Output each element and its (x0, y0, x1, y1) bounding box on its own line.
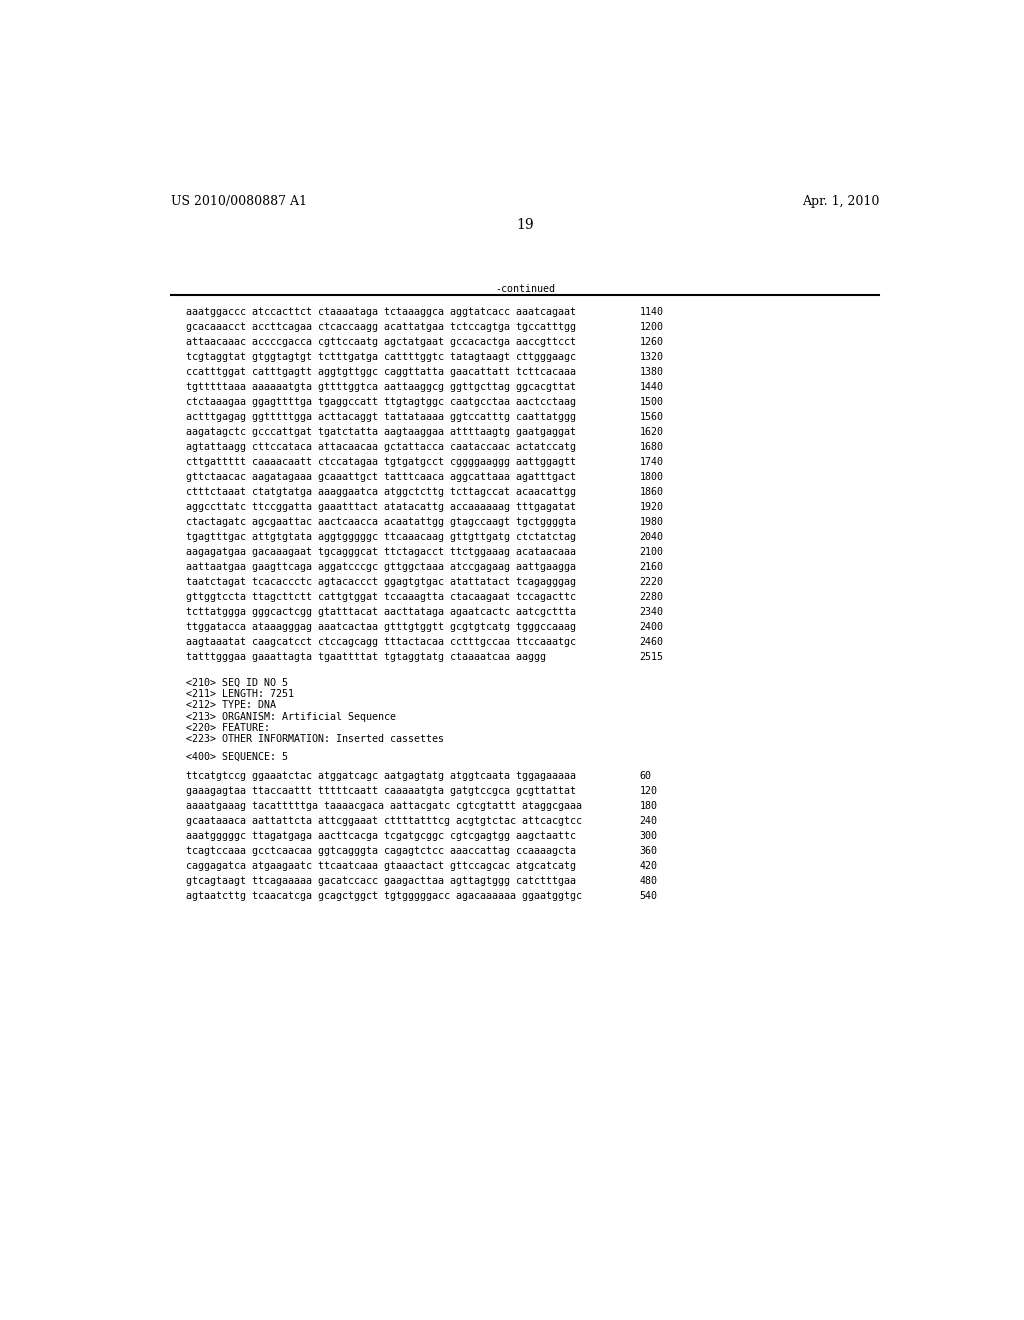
Text: 1200: 1200 (640, 322, 664, 333)
Text: attaacaaac accccgacca cgttccaatg agctatgaat gccacactga aaccgttcct: attaacaaac accccgacca cgttccaatg agctatg… (186, 337, 577, 347)
Text: aaaatgaaag tacatttttga taaaacgaca aattacgatc cgtcgtattt ataggcgaaa: aaaatgaaag tacatttttga taaaacgaca aattac… (186, 801, 582, 810)
Text: 2220: 2220 (640, 577, 664, 587)
Text: 2100: 2100 (640, 548, 664, 557)
Text: 1560: 1560 (640, 412, 664, 422)
Text: 480: 480 (640, 875, 657, 886)
Text: <211> LENGTH: 7251: <211> LENGTH: 7251 (186, 689, 294, 700)
Text: caggagatca atgaagaatc ttcaatcaaa gtaaactact gttccagcac atgcatcatg: caggagatca atgaagaatc ttcaatcaaa gtaaact… (186, 861, 577, 871)
Text: 2515: 2515 (640, 652, 664, 663)
Text: aagatagctc gcccattgat tgatctatta aagtaaggaa attttaagtg gaatgaggat: aagatagctc gcccattgat tgatctatta aagtaag… (186, 428, 577, 437)
Text: ttcatgtccg ggaaatctac atggatcagc aatgagtatg atggtcaata tggagaaaaa: ttcatgtccg ggaaatctac atggatcagc aatgagt… (186, 771, 577, 780)
Text: tgtttttaaa aaaaaatgta gttttggtca aattaaggcg ggttgcttag ggcacgttat: tgtttttaaa aaaaaatgta gttttggtca aattaag… (186, 381, 577, 392)
Text: agtattaagg cttccataca attacaacaa gctattacca caataccaac actatccatg: agtattaagg cttccataca attacaacaa gctatta… (186, 442, 577, 453)
Text: 300: 300 (640, 830, 657, 841)
Text: 1860: 1860 (640, 487, 664, 498)
Text: 1680: 1680 (640, 442, 664, 453)
Text: 2280: 2280 (640, 593, 664, 602)
Text: 240: 240 (640, 816, 657, 826)
Text: 2460: 2460 (640, 638, 664, 647)
Text: 1440: 1440 (640, 381, 664, 392)
Text: tcttatggga gggcactcgg gtatttacat aacttataga agaatcactc aatcgcttta: tcttatggga gggcactcgg gtatttacat aacttat… (186, 607, 577, 618)
Text: ctttctaaat ctatgtatga aaaggaatca atggctcttg tcttagccat acaacattgg: ctttctaaat ctatgtatga aaaggaatca atggctc… (186, 487, 577, 498)
Text: agtaatcttg tcaacatcga gcagctggct tgtgggggacc agacaaaaaa ggaatggtgc: agtaatcttg tcaacatcga gcagctggct tgtgggg… (186, 891, 582, 900)
Text: 1800: 1800 (640, 473, 664, 482)
Text: <213> ORGANISM: Artificial Sequence: <213> ORGANISM: Artificial Sequence (186, 711, 396, 722)
Text: -continued: -continued (495, 284, 555, 294)
Text: 1380: 1380 (640, 367, 664, 378)
Text: <220> FEATURE:: <220> FEATURE: (186, 723, 270, 733)
Text: aagtaaatat caagcatcct ctccagcagg tttactacaa cctttgccaa ttccaaatgc: aagtaaatat caagcatcct ctccagcagg tttacta… (186, 638, 577, 647)
Text: gtcagtaagt ttcagaaaaa gacatccacc gaagacttaa agttagtggg catctttgaa: gtcagtaagt ttcagaaaaa gacatccacc gaagact… (186, 875, 577, 886)
Text: 420: 420 (640, 861, 657, 871)
Text: ctactagatc agcgaattac aactcaacca acaatattgg gtagccaagt tgctggggta: ctactagatc agcgaattac aactcaacca acaatat… (186, 517, 577, 527)
Text: aggccttatc ttccggatta gaaatttact atatacattg accaaaaaag tttgagatat: aggccttatc ttccggatta gaaatttact atataca… (186, 502, 577, 512)
Text: aagagatgaa gacaaagaat tgcagggcat ttctagacct ttctggaaag acataacaaa: aagagatgaa gacaaagaat tgcagggcat ttctaga… (186, 548, 577, 557)
Text: gaaagagtaa ttaccaattt tttttcaatt caaaaatgta gatgtccgca gcgttattat: gaaagagtaa ttaccaattt tttttcaatt caaaaat… (186, 785, 577, 796)
Text: 1260: 1260 (640, 337, 664, 347)
Text: 2340: 2340 (640, 607, 664, 618)
Text: 1320: 1320 (640, 352, 664, 362)
Text: 540: 540 (640, 891, 657, 900)
Text: taatctagat tcacaccctc agtacaccct ggagtgtgac atattatact tcagagggag: taatctagat tcacaccctc agtacaccct ggagtgt… (186, 577, 577, 587)
Text: US 2010/0080887 A1: US 2010/0080887 A1 (171, 195, 306, 209)
Text: ccatttggat catttgagtt aggtgttggc caggttatta gaacattatt tcttcacaaa: ccatttggat catttgagtt aggtgttggc caggtta… (186, 367, 577, 378)
Text: 2400: 2400 (640, 622, 664, 632)
Text: tcagtccaaa gcctcaacaa ggtcagggta cagagtctcc aaaccattag ccaaaagcta: tcagtccaaa gcctcaacaa ggtcagggta cagagtc… (186, 846, 577, 855)
Text: 19: 19 (516, 218, 534, 232)
Text: 120: 120 (640, 785, 657, 796)
Text: <223> OTHER INFORMATION: Inserted cassettes: <223> OTHER INFORMATION: Inserted casset… (186, 734, 444, 744)
Text: tcgtaggtat gtggtagtgt tctttgatga cattttggtc tatagtaagt cttgggaagc: tcgtaggtat gtggtagtgt tctttgatga cattttg… (186, 352, 577, 362)
Text: tgagtttgac attgtgtata aggtgggggc ttcaaacaag gttgttgatg ctctatctag: tgagtttgac attgtgtata aggtgggggc ttcaaac… (186, 532, 577, 543)
Text: 180: 180 (640, 801, 657, 810)
Text: <400> SEQUENCE: 5: <400> SEQUENCE: 5 (186, 752, 288, 762)
Text: gttctaacac aagatagaaa gcaaattgct tatttcaaca aggcattaaa agatttgact: gttctaacac aagatagaaa gcaaattgct tatttca… (186, 473, 577, 482)
Text: <212> TYPE: DNA: <212> TYPE: DNA (186, 701, 276, 710)
Text: 1620: 1620 (640, 428, 664, 437)
Text: Apr. 1, 2010: Apr. 1, 2010 (802, 195, 879, 209)
Text: 1920: 1920 (640, 502, 664, 512)
Text: gcaataaaca aattattcta attcggaaat cttttatttcg acgtgtctac attcacgtcc: gcaataaaca aattattcta attcggaaat cttttat… (186, 816, 582, 826)
Text: <210> SEQ ID NO 5: <210> SEQ ID NO 5 (186, 678, 288, 688)
Text: ctctaaagaa ggagttttga tgaggccatt ttgtagtggc caatgcctaa aactcctaag: ctctaaagaa ggagttttga tgaggccatt ttgtagt… (186, 397, 577, 407)
Text: 60: 60 (640, 771, 651, 780)
Text: aaatgggggc ttagatgaga aacttcacga tcgatgcggc cgtcgagtgg aagctaattc: aaatgggggc ttagatgaga aacttcacga tcgatgc… (186, 830, 577, 841)
Text: ttggatacca ataaagggag aaatcactaa gtttgtggtt gcgtgtcatg tgggccaaag: ttggatacca ataaagggag aaatcactaa gtttgtg… (186, 622, 577, 632)
Text: 360: 360 (640, 846, 657, 855)
Text: 1740: 1740 (640, 457, 664, 467)
Text: tatttgggaa gaaattagta tgaattttat tgtaggtatg ctaaaatcaa aaggg: tatttgggaa gaaattagta tgaattttat tgtaggt… (186, 652, 546, 663)
Text: cttgattttt caaaacaatt ctccatagaa tgtgatgcct cggggaaggg aattggagtt: cttgattttt caaaacaatt ctccatagaa tgtgatg… (186, 457, 577, 467)
Text: aattaatgaa gaagttcaga aggatcccgc gttggctaaa atccgagaag aattgaagga: aattaatgaa gaagttcaga aggatcccgc gttggct… (186, 562, 577, 573)
Text: 2040: 2040 (640, 532, 664, 543)
Text: 2160: 2160 (640, 562, 664, 573)
Text: 1980: 1980 (640, 517, 664, 527)
Text: gcacaaacct accttcagaa ctcaccaagg acattatgaa tctccagtga tgccatttgg: gcacaaacct accttcagaa ctcaccaagg acattat… (186, 322, 577, 333)
Text: aaatggaccc atccacttct ctaaaataga tctaaaggca aggtatcacc aaatcagaat: aaatggaccc atccacttct ctaaaataga tctaaag… (186, 308, 577, 317)
Text: 1500: 1500 (640, 397, 664, 407)
Text: actttgagag ggtttttgga acttacaggt tattataaaa ggtccatttg caattatggg: actttgagag ggtttttgga acttacaggt tattata… (186, 412, 577, 422)
Text: gttggtccta ttagcttctt cattgtggat tccaaagtta ctacaagaat tccagacttc: gttggtccta ttagcttctt cattgtggat tccaaag… (186, 593, 577, 602)
Text: 1140: 1140 (640, 308, 664, 317)
